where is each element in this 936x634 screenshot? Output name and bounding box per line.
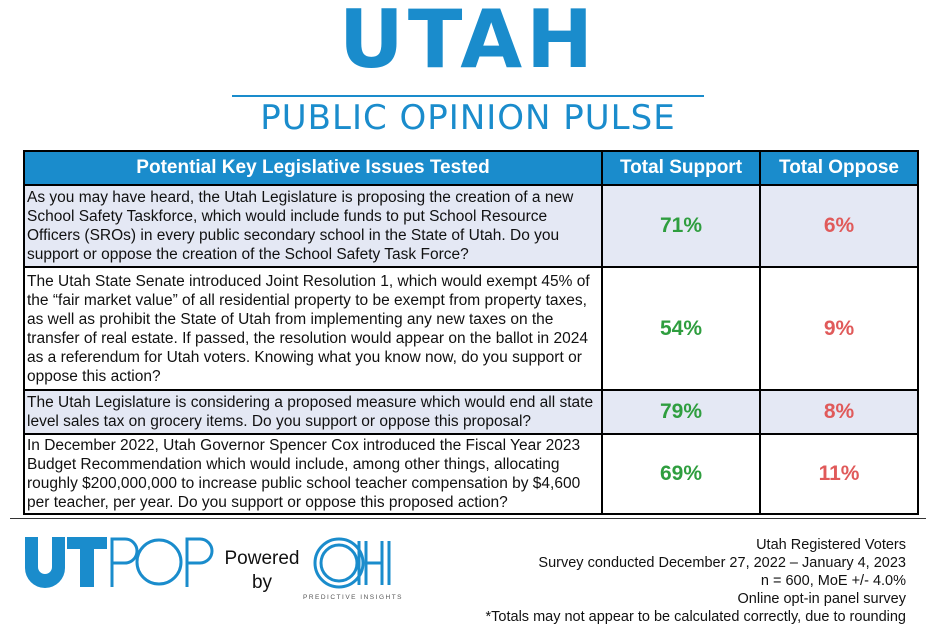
powered-by-text: Powered by bbox=[224, 548, 300, 593]
support-value: 69% bbox=[601, 433, 761, 515]
table-row: The Utah Legislature is considering a pr… bbox=[23, 389, 919, 435]
footer-divider bbox=[10, 518, 926, 519]
support-value: 54% bbox=[601, 266, 761, 391]
table-row: The Utah State Senate introduced Joint R… bbox=[23, 266, 919, 391]
table-row: As you may have heard, the Utah Legislat… bbox=[23, 184, 919, 268]
note-method: Online opt-in panel survey bbox=[737, 591, 906, 607]
table-header-row: Potential Key Legislative Issues Tested … bbox=[23, 150, 919, 186]
oppose-value: 8% bbox=[759, 389, 919, 435]
issues-table: Potential Key Legislative Issues Tested … bbox=[23, 150, 919, 515]
question-cell: In December 2022, Utah Governor Spencer … bbox=[23, 433, 603, 515]
question-cell: The Utah State Senate introduced Joint R… bbox=[23, 266, 603, 391]
note-sample: n = 600, MoE +/- 4.0% bbox=[760, 573, 906, 589]
logo-divider bbox=[232, 95, 704, 97]
table-row: In December 2022, Utah Governor Spencer … bbox=[23, 433, 919, 515]
oh-predictive-insights-logo bbox=[313, 537, 391, 589]
question-cell: The Utah Legislature is considering a pr… bbox=[23, 389, 603, 435]
partner-name: PREDICTIVE INSIGHTS bbox=[302, 594, 403, 601]
survey-notes: Utah Registered Voters Survey conducted … bbox=[486, 536, 906, 626]
column-header-support: Total Support bbox=[601, 150, 761, 186]
column-header-issues: Potential Key Legislative Issues Tested bbox=[23, 150, 603, 186]
oppose-value: 11% bbox=[759, 433, 919, 515]
support-value: 79% bbox=[601, 389, 761, 435]
utpop-logo bbox=[25, 537, 214, 588]
support-value: 71% bbox=[601, 184, 761, 268]
note-dates: Survey conducted December 27, 2022 – Jan… bbox=[538, 555, 906, 571]
note-rounding: *Totals may not appear to be calculated … bbox=[485, 609, 906, 625]
oppose-value: 9% bbox=[759, 266, 919, 391]
note-population: Utah Registered Voters bbox=[756, 537, 906, 553]
logo-subtitle: PUBLIC OPINION PULSE bbox=[260, 98, 676, 138]
column-header-oppose: Total Oppose bbox=[759, 150, 919, 186]
oppose-value: 6% bbox=[759, 184, 919, 268]
utah-logo-title: Utah bbox=[338, 0, 598, 86]
question-cell: As you may have heard, the Utah Legislat… bbox=[23, 184, 603, 268]
